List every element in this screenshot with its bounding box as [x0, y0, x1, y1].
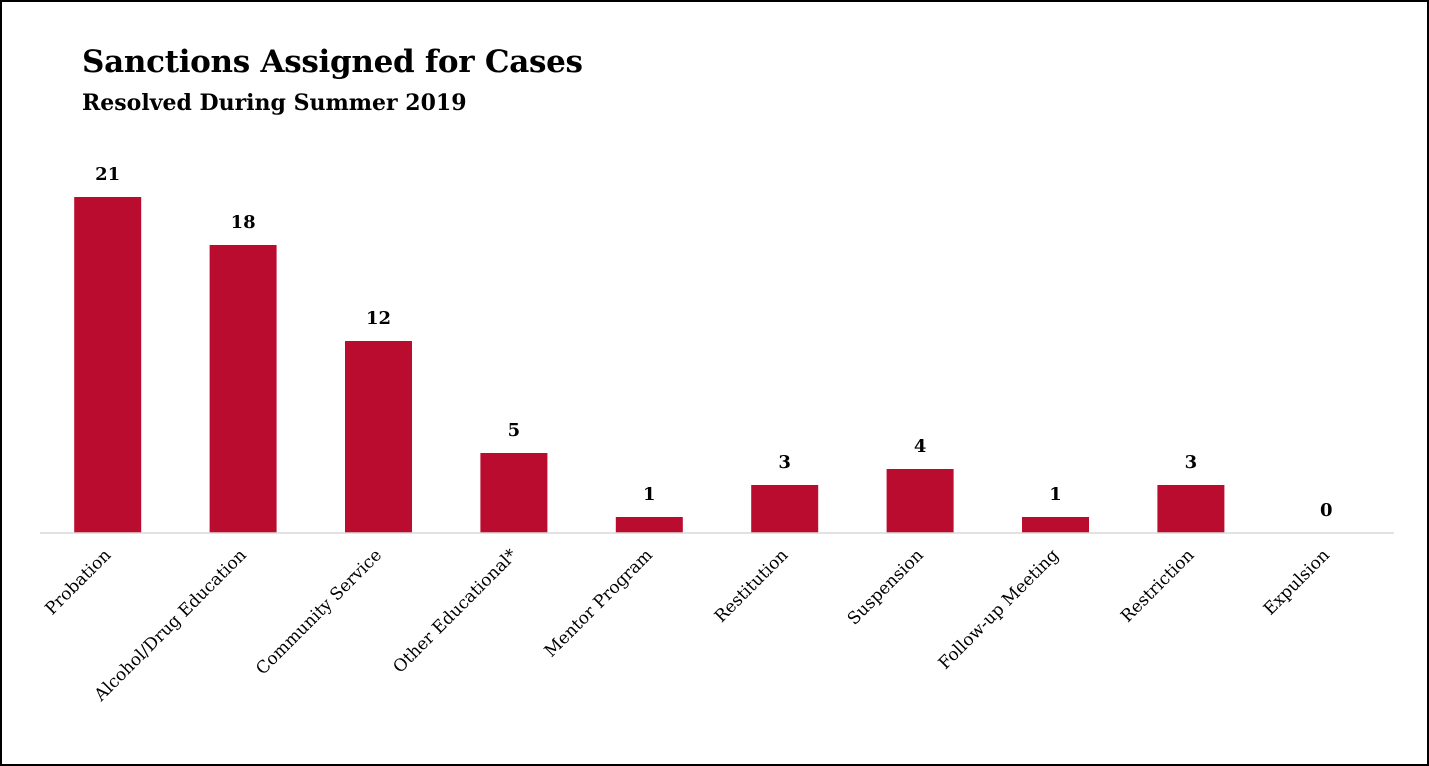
bar-5: [751, 485, 819, 533]
value-label-8: 3: [1185, 452, 1198, 473]
chart-title: Sanctions Assigned for Cases: [82, 44, 583, 80]
value-label-0: 21: [95, 164, 120, 185]
category-label-5: Restitution: [711, 545, 792, 626]
bar-8: [1157, 485, 1225, 533]
bar-0: [74, 197, 142, 533]
category-label-7: Follow-up Meeting: [935, 545, 1063, 673]
bar-6: [886, 469, 954, 533]
value-label-1: 18: [231, 212, 256, 233]
category-label-0: Probation: [41, 545, 115, 619]
bars-group: [74, 197, 1225, 533]
category-label-9: Expulsion: [1260, 545, 1334, 619]
category-label-4: Mentor Program: [541, 545, 657, 661]
value-labels-group: 21 18 12 5 1 3 4 1 3 0: [95, 164, 1332, 521]
category-label-6: Suspension: [844, 545, 928, 629]
bar-3: [480, 453, 548, 533]
value-label-7: 1: [1049, 484, 1062, 505]
category-label-8: Restriction: [1117, 545, 1198, 626]
bar-7: [1022, 517, 1089, 533]
category-label-2: Community Service: [252, 545, 386, 679]
bar-2: [345, 341, 412, 533]
bar-4: [615, 517, 683, 533]
category-label-3: Other Educational*: [389, 545, 521, 677]
category-label-1: Alcohol/Drug Education: [90, 545, 251, 706]
chart-subtitle: Resolved During Summer 2019: [82, 90, 467, 116]
value-label-2: 12: [366, 308, 391, 329]
bar-1: [209, 245, 277, 533]
value-label-3: 5: [508, 420, 521, 441]
value-label-9: 0: [1320, 500, 1333, 521]
value-label-5: 3: [778, 452, 791, 473]
value-label-4: 1: [643, 484, 656, 505]
value-label-6: 4: [914, 436, 927, 457]
